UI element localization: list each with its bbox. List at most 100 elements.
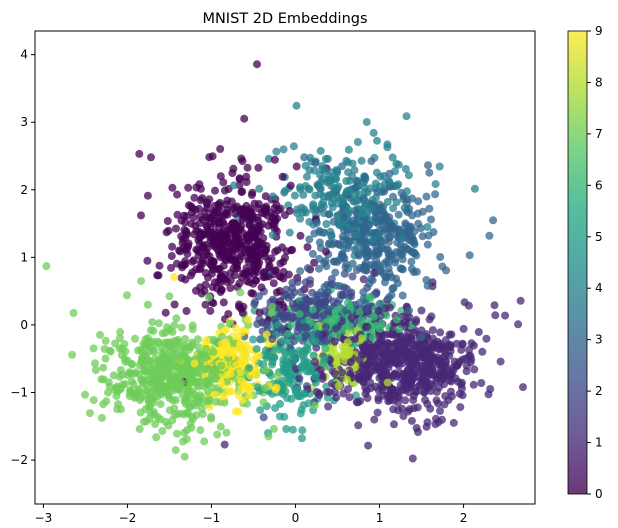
scatter-point [425,204,434,213]
scatter-point [288,425,297,434]
scatter-point [496,357,505,366]
scatter-point [236,368,245,377]
scatter-point [368,333,377,342]
scatter-point [345,349,354,358]
scatter-point [207,371,216,380]
scatter-point [359,288,368,297]
scatter-point [325,388,334,397]
scatter-point [97,413,106,422]
scatter-point [99,400,108,409]
scatter-point [229,239,238,248]
scatter-point [218,392,227,401]
scatter-point [387,330,396,339]
scatter-point [458,339,467,348]
scatter-point [429,340,438,348]
colorbar: 0 1 2 3 4 5 6 7 8 9 [567,24,603,501]
scatter-point [412,424,421,432]
scatter-point [465,251,474,260]
scatter-point [367,157,376,166]
scatter-point [224,388,233,397]
scatter-point [174,373,183,382]
scatter-point [282,285,291,294]
scatter-point [459,324,468,333]
scatter-point [275,412,284,421]
scatter-point [407,416,416,425]
scatter-point [189,213,198,222]
scatter-point [216,145,225,153]
scatter-point [477,379,486,387]
scatter-point [421,352,430,361]
scatter-point [482,334,491,343]
scatter-point [386,227,395,236]
scatter-point [242,178,251,186]
scatter-point [178,239,187,248]
scatter-point [374,205,383,213]
scatter-point [401,396,410,405]
scatter-point [188,268,197,277]
scatter-point [208,383,217,392]
scatter-point [170,272,179,281]
scatter-point [331,175,340,184]
scatter-point [165,372,174,381]
scatter-point [408,194,416,203]
scatter-point [370,268,379,277]
scatter-point [242,277,251,286]
scatter-point [425,315,434,324]
scatter-point [166,380,175,389]
scatter-point [334,382,343,390]
scatter-point [303,243,312,252]
scatter-point [362,386,371,395]
scatter-point [408,454,417,463]
scatter-point [229,181,238,190]
scatter-point [417,362,426,371]
scatter-point [333,212,342,221]
scatter-point [211,186,219,195]
scatter-point [321,155,330,163]
scatter-point [99,363,108,372]
plot-frame [34,30,536,505]
scatter-point [69,309,78,317]
scatter-point [170,300,179,309]
scatter-point [209,299,218,308]
scatter-point [404,171,413,180]
scatter-point [201,280,210,289]
scatter-point [136,408,145,417]
scatter-point [425,168,434,177]
scatter-point [343,375,352,384]
scatter-point [470,365,479,374]
scatter-point [256,406,265,415]
scatter-point [216,279,225,288]
scatter-point [168,183,177,192]
scatter-point [394,210,403,219]
scatter-point [407,257,416,266]
scatter-point [334,193,343,202]
scatter-point [185,375,194,384]
scatter-point [213,208,222,217]
scatter-point [359,275,368,284]
scatter-point [344,168,353,177]
scatter-point [188,257,197,266]
scatter-point [264,154,273,163]
scatter-point [469,380,478,389]
scatter-point [310,401,319,410]
scatter-point [401,379,410,388]
scatter-point [143,256,152,265]
scatter-point [172,314,181,323]
scatter-point [42,262,51,271]
scatter-point [486,385,495,393]
scatter-point [303,172,311,181]
scatter-point [327,232,336,241]
scatter-point [405,349,414,358]
scatter-point [360,173,369,182]
scatter-point [386,348,395,357]
scatter-point [187,387,196,396]
scatter-point [147,374,156,383]
scatter-point [254,351,263,360]
scatter-point [195,180,204,189]
scatter-point [205,395,214,404]
scatter-point [359,229,368,238]
scatter-point [143,300,152,309]
scatter-point [125,392,134,401]
scatter-point [314,330,323,339]
